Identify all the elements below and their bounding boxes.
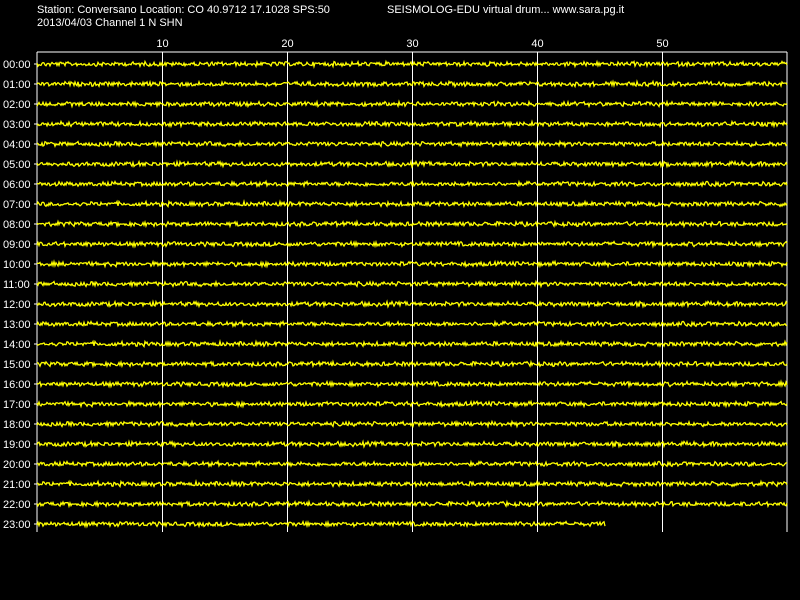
x-tick-label-20: 20 [281, 38, 293, 50]
trace-1200 [36, 299, 788, 309]
row-label-1200: 12:00 [3, 299, 31, 311]
trace-2300 [36, 519, 606, 529]
trace-0000 [36, 59, 788, 69]
trace-1900 [36, 439, 788, 449]
trace-1100 [36, 279, 788, 289]
row-label-1300: 13:00 [3, 319, 31, 331]
row-label-1800: 18:00 [3, 419, 31, 431]
trace-1600 [36, 379, 788, 389]
trace-2200 [36, 499, 788, 509]
x-tick-label-10: 10 [156, 38, 168, 50]
row-label-1900: 19:00 [3, 439, 31, 451]
trace-0100 [36, 79, 788, 89]
trace-0200 [36, 99, 788, 109]
trace-0800 [36, 219, 788, 229]
row-label-1600: 16:00 [3, 379, 31, 391]
row-label-1100: 11:00 [3, 279, 30, 291]
row-label-0500: 05:00 [3, 159, 31, 171]
row-label-1700: 17:00 [3, 399, 31, 411]
trace-2000 [36, 459, 788, 469]
row-label-0900: 09:00 [3, 239, 31, 251]
row-label-0800: 08:00 [3, 219, 31, 231]
row-label-0300: 03:00 [3, 119, 31, 131]
trace-0700 [36, 198, 788, 209]
trace-1300 [36, 319, 788, 329]
row-label-0600: 06:00 [3, 179, 31, 191]
trace-1400 [36, 338, 788, 349]
row-label-2300: 23:00 [3, 519, 31, 531]
row-label-2100: 21:00 [3, 479, 31, 491]
trace-1500 [36, 359, 788, 369]
row-label-2000: 20:00 [3, 459, 31, 471]
trace-1700 [36, 399, 788, 409]
trace-1800 [36, 419, 788, 429]
station-info: Station: Conversano Location: CO 40.9712… [37, 4, 330, 16]
row-label-1400: 14:00 [3, 339, 31, 351]
trace-0900 [36, 239, 788, 249]
software-info: SEISMOLOG-EDU virtual drum... www.sara.p… [387, 4, 625, 16]
x-tick-label-50: 50 [656, 38, 668, 50]
row-label-2200: 22:00 [3, 499, 31, 511]
x-tick-label-30: 30 [406, 38, 418, 50]
date-channel-info: 2013/04/03 Channel 1 N SHN [37, 17, 183, 29]
x-tick-label-40: 40 [531, 38, 543, 50]
trace-0300 [36, 119, 788, 129]
row-label-0000: 00:00 [3, 59, 31, 71]
row-label-0200: 02:00 [3, 99, 31, 111]
row-label-0700: 07:00 [3, 199, 31, 211]
row-label-0400: 04:00 [3, 139, 31, 151]
row-label-0100: 01:00 [3, 79, 31, 91]
trace-0400 [36, 139, 788, 149]
trace-0600 [37, 179, 788, 189]
trace-2100 [36, 478, 788, 489]
row-label-1500: 15:00 [3, 359, 31, 371]
row-label-1000: 10:00 [3, 259, 31, 271]
trace-1000 [36, 259, 788, 269]
trace-0500 [36, 159, 788, 169]
